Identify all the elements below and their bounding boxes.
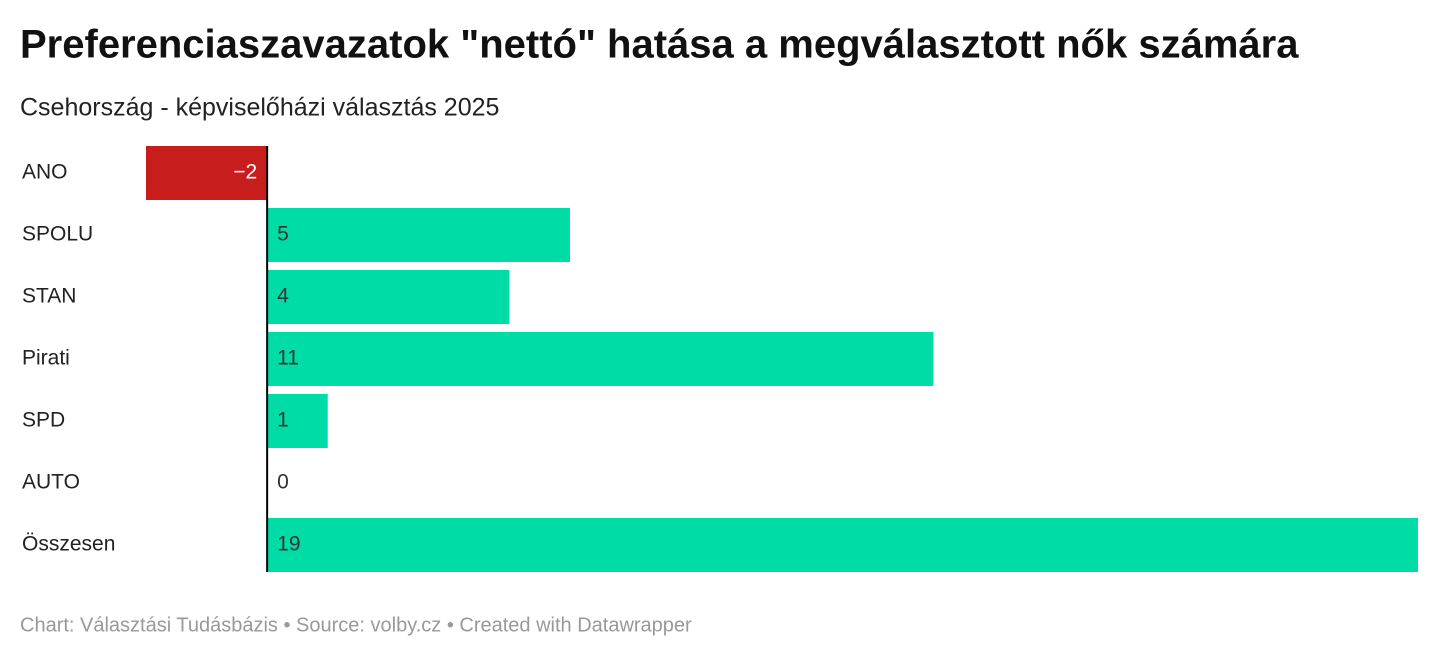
category-label: Pirati — [22, 347, 70, 370]
bar — [146, 146, 268, 200]
chart-title: Preferenciaszavazatok "nettó" hatása a m… — [20, 23, 1299, 67]
category-label: Összesen — [22, 533, 115, 556]
value-label: 0 — [277, 471, 289, 494]
category-label: SPD — [22, 409, 65, 432]
category-label: AUTO — [22, 471, 80, 494]
value-label: 19 — [277, 533, 300, 556]
value-label: 11 — [277, 347, 299, 370]
category-label: STAN — [22, 285, 76, 308]
category-label: ANO — [22, 161, 68, 184]
category-label: SPOLU — [22, 223, 93, 246]
bar — [267, 518, 1419, 572]
bar — [267, 270, 510, 324]
bar — [267, 208, 570, 262]
value-label: 4 — [277, 285, 289, 308]
value-label: 5 — [277, 223, 289, 246]
bar — [267, 394, 328, 448]
value-label: 1 — [277, 409, 289, 432]
footer: Chart: Választási Tudásbázis • Source: v… — [20, 614, 692, 636]
value-label: −2 — [233, 161, 257, 184]
chart-subtitle: Csehország - képviselőházi választás 202… — [20, 94, 499, 122]
bar — [267, 332, 934, 386]
